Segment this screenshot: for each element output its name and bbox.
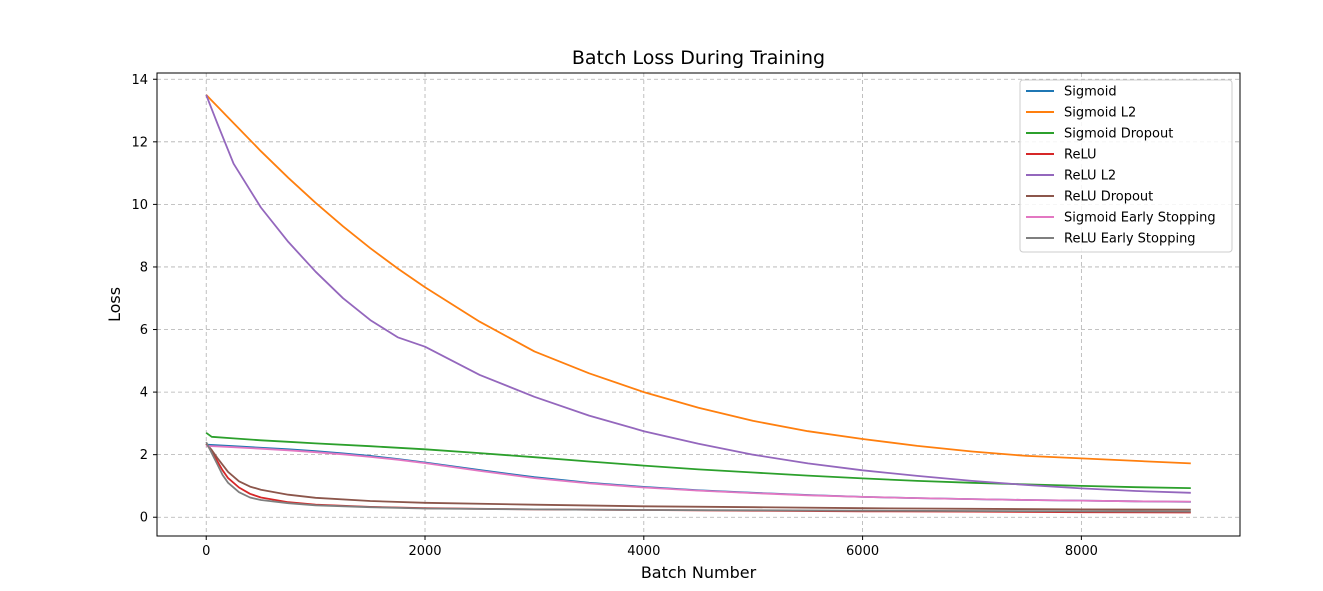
y-axis-label: Loss	[105, 287, 124, 322]
legend-label-sigmoid-early-stopping: Sigmoid Early Stopping	[1064, 211, 1216, 226]
x-tick-label: 8000	[1065, 544, 1098, 559]
y-tick-label: 4	[140, 386, 148, 401]
y-tick-label: 2	[140, 448, 148, 463]
legend-label-relu: ReLU	[1064, 148, 1097, 163]
legend-label-sigmoid-l2: Sigmoid L2	[1064, 106, 1136, 121]
legend-box	[1019, 79, 1233, 253]
legend-label-relu-dropout: ReLU Dropout	[1064, 190, 1153, 205]
x-tick-label: 2000	[408, 544, 441, 559]
legend: Sigmoid Sigmoid L2 Sigmoid Dropout ReLU ReLU…	[1019, 79, 1233, 253]
series-line-sigmoid-early-stopping	[206, 445, 1191, 503]
series-line-relu-l2	[205, 94, 1191, 494]
axes-frame	[156, 72, 1241, 537]
legend-label-relu-early-stopping: ReLU Early Stopping	[1064, 232, 1196, 247]
tick-marks: 0 2000 4000 6000 8000 0 2 4 6 8 10 12 14	[131, 73, 1097, 559]
chart-title: Batch Loss During Training	[572, 47, 825, 69]
legend-label-sigmoid: Sigmoid	[1064, 85, 1117, 100]
y-tick-label: 8	[140, 260, 148, 275]
y-tick-label: 0	[140, 511, 148, 526]
x-tick-label: 0	[202, 544, 210, 559]
x-tick-label: 6000	[846, 544, 879, 559]
legend-label-relu-l2: ReLU L2	[1064, 169, 1116, 184]
grid-lines	[157, 73, 1240, 536]
series-line-relu-dropout	[205, 443, 1191, 511]
series-line-sigmoid-l2	[205, 94, 1191, 465]
x-axis-label: Batch Number	[641, 563, 757, 582]
y-tick-label: 12	[131, 135, 148, 150]
y-tick-label: 14	[131, 73, 148, 88]
series-lines	[205, 94, 1191, 514]
x-tick-label: 4000	[627, 544, 660, 559]
series-line-relu-early-stopping	[205, 441, 1191, 513]
legend-label-sigmoid-dropout: Sigmoid Dropout	[1064, 127, 1173, 142]
y-tick-label: 6	[140, 323, 148, 338]
y-tick-label: 10	[131, 198, 148, 213]
